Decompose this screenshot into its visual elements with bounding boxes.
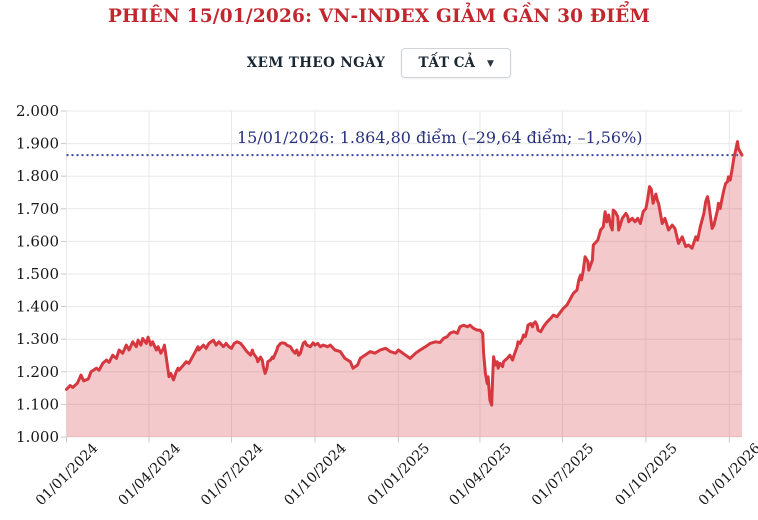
x-axis-label: 01/01/2024 <box>33 440 101 508</box>
y-axis-label: 1.700 <box>16 200 59 218</box>
x-axis-label: 01/10/2024 <box>281 440 349 508</box>
x-axis-label: 01/10/2025 <box>612 441 680 509</box>
x-axis-label: 01/04/2025 <box>446 441 514 509</box>
y-axis-label: 1.900 <box>16 135 59 153</box>
series-area <box>66 141 742 437</box>
chart-controls: XEM THEO NGÀY TẤT CẢ ▼ <box>0 47 758 79</box>
time-range-dropdown[interactable]: TẤT CẢ ▼ <box>401 48 512 78</box>
y-axis-label: 2.000 <box>16 102 59 120</box>
x-axis-label: 01/07/2025 <box>529 441 597 509</box>
x-axis-label: 01/01/2025 <box>365 441 433 509</box>
y-axis-label: 1.600 <box>16 232 59 250</box>
y-axis-label: 1.800 <box>16 167 59 185</box>
x-axis-label: 01/04/2024 <box>115 440 183 508</box>
view-by-day-label: XEM THEO NGÀY <box>246 55 386 71</box>
x-axis-label: 01/07/2024 <box>198 440 266 508</box>
y-axis-label: 1.100 <box>16 395 59 413</box>
time-range-dropdown-value: TẤT CẢ <box>418 55 476 71</box>
series-line <box>65 140 744 407</box>
last-session-annotation: 15/01/2026: 1.864,80 điểm (–29,64 điểm; … <box>237 128 643 147</box>
y-axis-label: 1.000 <box>16 428 59 446</box>
chevron-down-icon: ▼ <box>487 59 494 69</box>
y-axis-label: 1.400 <box>16 298 59 316</box>
y-axis-label: 1.500 <box>16 265 59 283</box>
x-axis-label: 01/01/2026 <box>696 440 758 508</box>
y-axis-label: 1.300 <box>16 330 59 348</box>
page-title: PHIÊN 15/01/2026: VN-INDEX GIẢM GẦN 30 Đ… <box>107 6 651 27</box>
y-axis-label: 1.200 <box>16 363 59 381</box>
